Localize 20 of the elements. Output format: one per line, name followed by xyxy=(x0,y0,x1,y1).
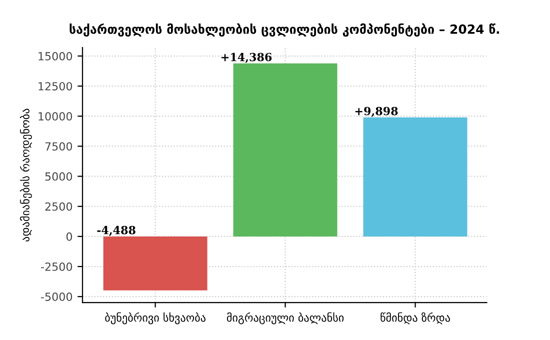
y-tick-label: -5000 xyxy=(41,292,72,301)
y-tick-label: 7500 xyxy=(45,142,72,151)
y-axis-title: ადამიანების რაოდენობა xyxy=(20,108,32,242)
y-tick-label: 0 xyxy=(66,232,72,241)
x-tick-label: წმინდა ზრდა xyxy=(380,312,450,324)
x-tick-label: მიგრაციული ბალანსი xyxy=(226,312,344,324)
chart-title: საქართველოს მოსახლეობის ცვლილების კომპონენტები – 2024 წ. xyxy=(70,23,500,37)
y-tick-label: 10000 xyxy=(38,112,72,121)
y-tick-label: 5000 xyxy=(45,172,72,181)
x-tick-label: ბუნებრივი სხვაობა xyxy=(105,312,206,324)
bar xyxy=(363,117,468,236)
y-tick-label: -2500 xyxy=(41,262,72,271)
bar xyxy=(233,63,338,236)
y-tick-label: 2500 xyxy=(45,202,72,211)
y-tick-label: 12500 xyxy=(38,82,72,90)
y-tick-label: 15000 xyxy=(38,52,72,60)
data-label: +9,898 xyxy=(355,106,398,117)
data-label: -4,488 xyxy=(97,226,136,236)
bar xyxy=(103,236,208,290)
data-label: +14,386 xyxy=(222,52,272,63)
